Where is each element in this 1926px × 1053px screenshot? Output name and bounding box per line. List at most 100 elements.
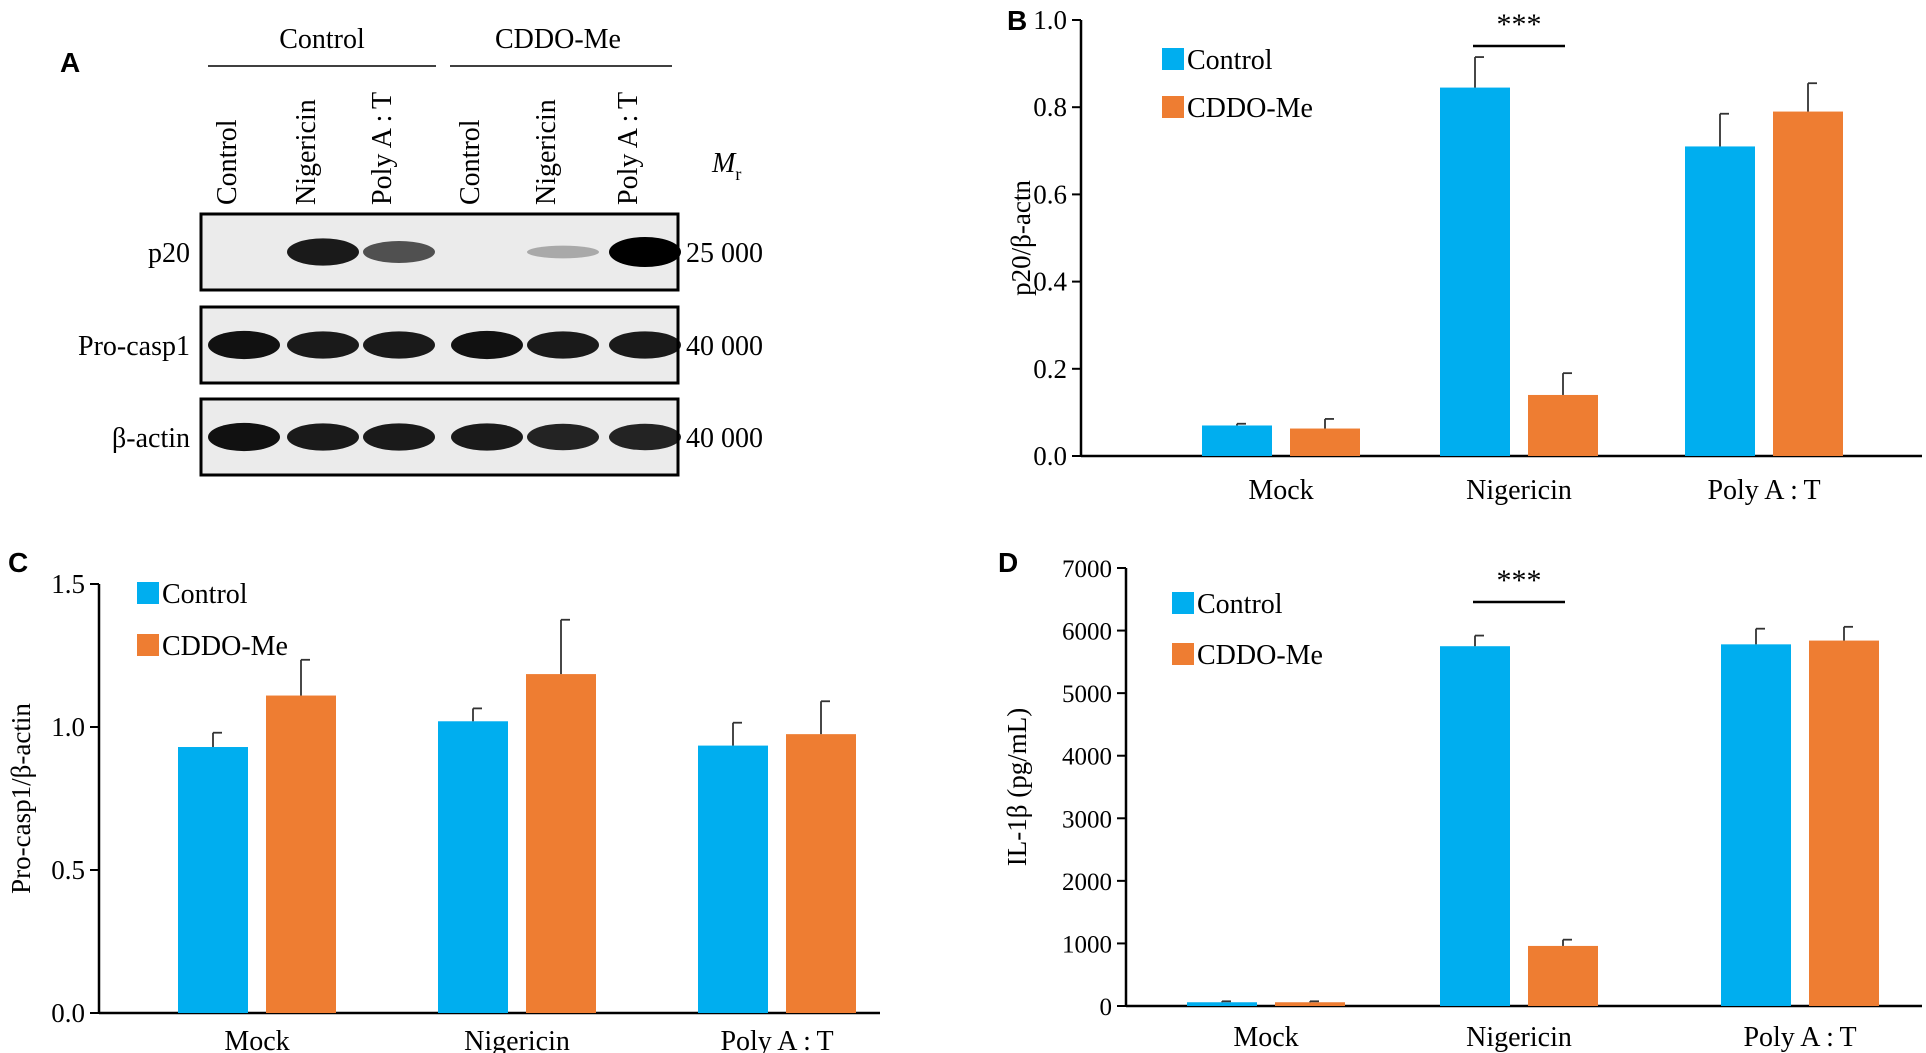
blot-rows: p20 25 000 Pro-casp1 40 000 β-actin 40 000 — [78, 212, 763, 477]
blot-band-1-5 — [609, 331, 681, 359]
blot-row-mr-1: 40 000 — [686, 331, 763, 362]
chart-0-bar-s1-0 — [1290, 428, 1360, 456]
blot-band-2-0 — [208, 422, 280, 452]
chart-1-bar-s0-1 — [438, 721, 508, 1013]
blot-band-0-4 — [527, 245, 599, 259]
chart-0-bar-s1-2 — [1773, 111, 1843, 456]
chart-1-legend-swatch-1 — [137, 634, 159, 656]
blot-lane-label-2: Poly A : T — [367, 92, 398, 205]
chart-2-ytick-label-5: 5000 — [1062, 681, 1112, 708]
chart-0-category-label-0: Mock — [1248, 475, 1313, 506]
chart-0-ytick-label-4: 0.8 — [1033, 92, 1067, 122]
chart-0-bar-s0-0 — [1202, 425, 1272, 456]
chart-2-legend-swatch-0 — [1172, 592, 1194, 614]
blot-lane-label-4: Nigericin — [531, 99, 562, 205]
chart-2-category-label-1: Nigericin — [1466, 1022, 1572, 1053]
chart-2-bar-s0-1 — [1440, 646, 1510, 1006]
blot-band-1-0 — [208, 330, 280, 360]
chart-0-ytick-label-2: 0.4 — [1033, 267, 1067, 297]
chart-1-category-label-1: Nigericin — [464, 1026, 570, 1053]
chart-0-ytick-label-1: 0.2 — [1033, 354, 1067, 384]
chart-0-legend-label-0: Control — [1187, 45, 1273, 76]
blot-band-0-1 — [287, 238, 359, 266]
panel-d-il1b-chart: D 0 1000 2000 3000 4000 5000 6000 7000 IL-1β (pg… — [998, 547, 1922, 1053]
chart-0-legend-swatch-0 — [1162, 48, 1184, 70]
panel-label-b: B — [1007, 5, 1027, 36]
chart-0-bar-s0-1 — [1440, 87, 1510, 456]
panel-label-a: A — [60, 47, 80, 78]
chart-2-bar-s0-0 — [1187, 1002, 1257, 1006]
chart-1-bar-s1-2 — [786, 734, 856, 1013]
blot-band-2-3 — [451, 423, 523, 451]
blot-band-1-2 — [363, 331, 435, 359]
chart-1-ytick-label-2: 1.0 — [51, 712, 85, 742]
blot-band-1-1 — [287, 331, 359, 359]
chart-2-category-label-0: Mock — [1233, 1022, 1298, 1053]
blot-lane-label-1: Nigericin — [291, 99, 322, 205]
chart-2-bar-s1-0 — [1275, 1002, 1345, 1006]
blot-row-mr-2: 40 000 — [686, 423, 763, 454]
chart-2-legend-swatch-1 — [1172, 643, 1194, 665]
chart-2-ytick-label-2: 2000 — [1062, 869, 1112, 896]
panel-label-c: C — [8, 547, 28, 578]
chart-0-ytick-label-0: 0.0 — [1033, 441, 1067, 471]
chart-0-ytick-label-3: 0.6 — [1033, 179, 1067, 209]
chart-2-ytick-label-3: 3000 — [1062, 806, 1112, 833]
blot-group-label-cddo: CDDO-Me — [495, 24, 621, 55]
blot-row-label-2: β-actin — [112, 423, 190, 454]
blot-row-box-0 — [199, 212, 680, 292]
chart-1-category-label-2: Poly A : T — [720, 1026, 833, 1053]
blot-mr-subscript: r — [735, 164, 741, 184]
panel-b-p20-chart: B 0.0 0.2 0.4 0.6 0.8 1.0 p20/β-actn Mock Nigeri… — [1006, 5, 1922, 506]
chart-0-significance-label: *** — [1497, 8, 1542, 41]
chart-0-ytick-label-5: 1.0 — [1033, 5, 1067, 35]
chart-1-bar-s0-2 — [698, 745, 768, 1013]
blot-band-1-3 — [451, 330, 523, 360]
chart-1-bar-s0-0 — [178, 747, 248, 1013]
chart-1-ytick-label-1: 0.5 — [51, 855, 85, 885]
chart-2-ytick-label-4: 4000 — [1062, 744, 1112, 771]
blot-group-label-control: Control — [279, 24, 365, 55]
chart-1-ytick-label-3: 1.5 — [51, 569, 85, 599]
chart-2-ytick-label-6: 6000 — [1062, 619, 1112, 646]
chart-2-ylabel: IL-1β (pg/mL) — [1002, 708, 1032, 866]
blot-lane-labels: Control Nigericin Poly A : T Control Nigeric… — [212, 92, 644, 205]
chart-2-ytick-label-0: 0 — [1100, 994, 1113, 1021]
chart-2-bar-s1-1 — [1528, 945, 1598, 1006]
blot-mr-label: Mr — [711, 148, 741, 184]
blot-band-2-1 — [287, 423, 359, 451]
blot-lane-label-3: Control — [455, 119, 486, 205]
panel-a-western-blot: A Control CDDO-Me Control Nigericin Poly A… — [60, 24, 763, 477]
chart-1-legend-swatch-0 — [137, 582, 159, 604]
chart-1-legend-label-0: Control — [162, 579, 248, 610]
chart-2-significance-label: *** — [1497, 564, 1542, 597]
chart-2-bar-s1-2 — [1809, 640, 1879, 1006]
panel-c-procasp1-chart: C 0.0 0.5 1.0 1.5 Pro-casp1/β-actin Mock Niger… — [6, 547, 880, 1053]
chart-0-legend-swatch-1 — [1162, 96, 1184, 118]
blot-row-label-0: p20 — [148, 238, 190, 269]
blot-band-2-2 — [363, 423, 435, 451]
blot-band-2-5 — [609, 423, 681, 451]
chart-2-bar-s0-2 — [1721, 644, 1791, 1006]
chart-2-ytick-label-1: 1000 — [1062, 931, 1112, 958]
chart-1-ytick-label-0: 0.0 — [51, 998, 85, 1028]
chart-1-bar-s1-0 — [266, 695, 336, 1013]
chart-1-category-label-0: Mock — [224, 1026, 289, 1053]
blot-lane-label-0: Control — [212, 119, 243, 205]
blot-row-mr-0: 25 000 — [686, 238, 763, 269]
chart-1-legend-label-1: CDDO-Me — [162, 631, 288, 662]
blot-band-1-4 — [527, 331, 599, 359]
chart-2-category-label-2: Poly A : T — [1743, 1022, 1856, 1053]
chart-0-legend-label-1: CDDO-Me — [1187, 93, 1313, 124]
blot-band-0-2 — [363, 241, 435, 263]
blot-band-0-5 — [609, 237, 681, 267]
panel-label-d: D — [998, 547, 1018, 578]
chart-1-bar-s1-1 — [526, 674, 596, 1013]
chart-2-ytick-label-7: 7000 — [1062, 556, 1112, 583]
chart-0-ylabel: p20/β-actn — [1006, 180, 1036, 296]
chart-0-bar-s1-1 — [1528, 394, 1598, 456]
blot-band-2-4 — [527, 423, 599, 451]
chart-0-category-label-2: Poly A : T — [1707, 475, 1820, 506]
chart-0-category-label-1: Nigericin — [1466, 475, 1572, 506]
